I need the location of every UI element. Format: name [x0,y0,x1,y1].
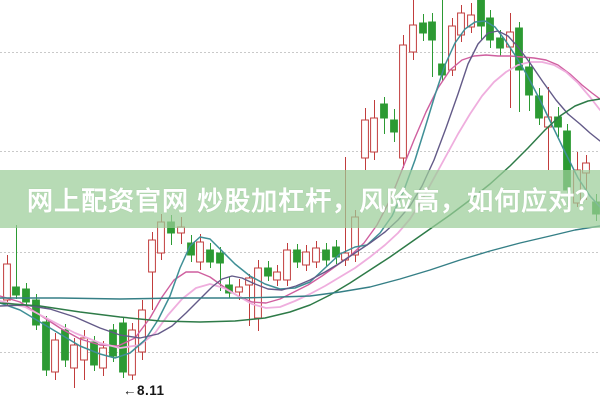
candle-body-down [390,119,398,133]
candle-body-down [380,103,388,119]
ma-long-flat-steel [0,225,600,300]
watermark-banner: 网上配资官网 炒股加杠杆，风险高，如何应对？ [0,170,600,228]
candle-body-up [138,309,146,353]
candle-body-down [42,321,50,371]
candle-body-down [90,341,98,366]
candle-body-up [302,251,310,266]
candle-body-down [109,329,117,357]
candle-body-down [206,249,214,263]
candle-body-down [428,21,436,41]
candle-body-down [486,17,494,41]
candle-body-down [22,288,30,303]
candle-body-up [361,119,369,159]
candle-body-down [187,242,195,256]
candle-body-up [273,271,281,281]
watermark-text: 网上配资官网 炒股加杠杆，风险高，如何应对？ [27,185,600,216]
candle-body-up [254,267,262,319]
low-price-arrow-label: ←8.11 [123,383,165,398]
candle-body-up [283,249,291,281]
candle-body-up [409,24,417,53]
candle-body-down [61,329,69,361]
candle-body-up [148,239,156,273]
ma-dark-green-slow [0,98,600,323]
candle-body-up [51,339,59,373]
candle-body-down [419,22,427,34]
candle-body-down [535,95,543,119]
candle-body-down [293,249,301,263]
candle-body-down [216,252,224,264]
candle-body-down [496,37,504,49]
candle-body-up [467,14,475,28]
ma-teal-medium [0,20,600,359]
candle-body-up [399,44,407,159]
candle-body-up [370,117,378,153]
candle-body-up [128,329,136,376]
candle-body-up [312,247,320,263]
candle-body-up [70,344,78,369]
candle-body-up [3,263,11,301]
candle-body-down [264,267,272,277]
ma-purple-slow [0,30,600,339]
candle-body-up [235,286,243,293]
candle-body-down [322,249,330,261]
candle-body-up [99,347,107,369]
candle-body-down [525,66,533,96]
candle-body-down [477,0,485,27]
candle-body-down [12,286,20,296]
candle-body-up [196,241,204,263]
